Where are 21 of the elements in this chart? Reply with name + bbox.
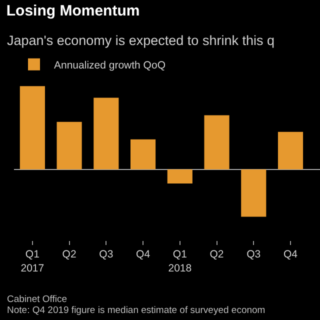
text: Note: Q4 2019 figure is median estimate of surveyed econom [7, 305, 266, 316]
bar [167, 169, 192, 184]
x-tick-label: Q3 [246, 248, 261, 261]
x-tick-label: Q4 [284, 248, 298, 261]
bar [94, 98, 119, 170]
x-tick-label: Q2 [210, 248, 224, 261]
chart-title: Losing Momentum [6, 2, 140, 20]
bar [130, 139, 156, 170]
x-tick-label: Q1 2018 [168, 248, 192, 274]
text: Cabinet Office [7, 294, 68, 305]
legend-label: Annualized growth QoQ [54, 59, 166, 72]
x-tick-label: Q3 [99, 248, 114, 261]
bar [241, 169, 266, 217]
bar [204, 115, 230, 170]
x-tick-label: Q4 [136, 248, 150, 261]
bar [20, 86, 45, 170]
bar [278, 132, 304, 170]
x-tick-label: Q1 2017 [20, 248, 44, 274]
x-tick-label: Q2 [62, 248, 76, 261]
chart-subtitle: Japan's economy is expected to shrink this q [7, 33, 274, 48]
bar [56, 122, 82, 170]
